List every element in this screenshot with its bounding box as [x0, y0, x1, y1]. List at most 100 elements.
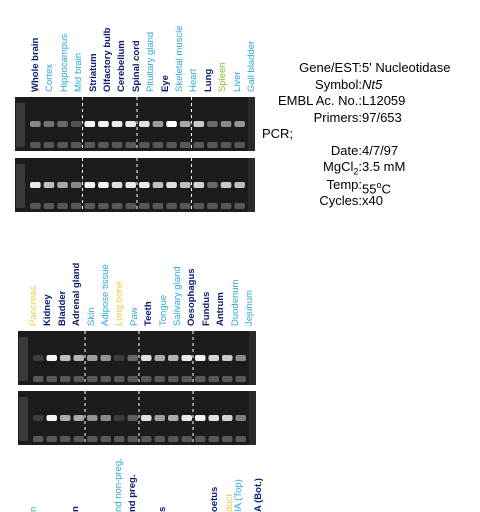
panel1-bottom-band [139, 182, 150, 188]
panel2-bottom-band [235, 415, 246, 421]
panel1-bottom-primer-band [179, 203, 191, 209]
panel2-bottom-primer-band [127, 436, 138, 442]
panel2-bottom-primer-band [181, 436, 192, 442]
mgcl-key-sub: 2 [353, 166, 359, 177]
panel2-bottom-band [33, 415, 44, 421]
panel1-gel-top [15, 97, 255, 151]
panel1-bottom-primer-band [139, 203, 150, 209]
panel2-top-primer-band [46, 376, 57, 382]
primers-key: Primers: [313, 110, 362, 125]
mgcl-key-end: : [358, 159, 362, 174]
panel1-bottom-primer-band [70, 203, 82, 209]
mgcl-key-text: MgCl [323, 159, 354, 174]
panel1-top-edge [248, 97, 255, 151]
panel2-bottom-primer-band [141, 436, 152, 442]
panel2-top-band [73, 355, 84, 361]
panel1-bottom-band [84, 182, 96, 188]
panel2-top-primer-band [73, 376, 84, 382]
gene-info: Gene/EST: 5' Nucleotidase Symbol: Nt5 EM… [262, 60, 450, 208]
panel2-top-band [235, 355, 246, 361]
panel2-top-primer-band [154, 376, 165, 382]
panel2-top-band [141, 355, 152, 361]
panel2-top-primer-band [33, 376, 44, 382]
panel3-lane-label: n [70, 506, 81, 512]
panel1-bottom-band [234, 182, 245, 188]
panel1-top-primer-band [207, 142, 218, 148]
panel2-bottom-band [168, 415, 179, 421]
panel2-bottom-primer-band [114, 436, 125, 442]
panel2-bottom-band [114, 415, 125, 421]
panel1-bottom-primer-band [125, 203, 136, 209]
panel2-bottom-primer-band [60, 436, 71, 442]
panel1-top-band [193, 121, 205, 127]
panel1-bottom-band [125, 182, 136, 188]
temp-value-sup: o [376, 180, 382, 190]
date-value: 4/7/97 [362, 143, 399, 158]
panel1-bottom-primer-band [98, 203, 109, 209]
panel2-top-primer-band [168, 376, 179, 382]
panel2-top-primer-band [195, 376, 206, 382]
panel1-bottom-primer-band [43, 203, 55, 209]
panel1-top-band [125, 121, 136, 127]
panel1-bottom-primer-band [193, 203, 205, 209]
panel1-top-band [139, 121, 150, 127]
panel1-bottom-primer-band [220, 203, 232, 209]
panel2-bottom-primer-band [73, 436, 84, 442]
panel1-bottom-primer-band [152, 203, 164, 209]
temp-value: 55oC [362, 177, 391, 197]
panel3-lane-label: oetus [209, 486, 220, 512]
panel1-bottom-band [152, 182, 164, 188]
panel2-top-primer-band [127, 376, 138, 382]
panel2-bottom-primer-band [46, 436, 57, 442]
panel1-top-band [152, 121, 164, 127]
panel2-top-edge [249, 331, 256, 385]
panel2-top-primer-band [222, 376, 233, 382]
panel1-bottom-primer-band [166, 203, 177, 209]
panel1-bottom-band [30, 182, 41, 188]
panel1-top-primer-band [179, 142, 191, 148]
panel2-top-primer-band [60, 376, 71, 382]
panel2-top-band [100, 355, 111, 361]
panel1-top-band [207, 121, 218, 127]
cycles-value: x40 [362, 193, 383, 208]
panel2-top-primer-band [100, 376, 111, 382]
panel2-top-band [87, 355, 98, 361]
panel2-top-band [60, 355, 71, 361]
temp-value-num: 55 [362, 181, 377, 197]
panel1-bottom-band [111, 182, 123, 188]
panel1-bottom-band [43, 182, 55, 188]
panel1-bottom-ladder [16, 164, 25, 208]
panel1-bottom-band [179, 182, 191, 188]
panel2-bottom-primer-band [235, 436, 246, 442]
panel1-bottom-band [193, 182, 205, 188]
panel2-top-band [46, 355, 57, 361]
pcr-label: PCR; [262, 126, 294, 141]
mgcl-value: 3.5 mM [362, 159, 406, 174]
panel1-top-primer-band [152, 142, 164, 148]
panel2-bottom-primer-band [100, 436, 111, 442]
panel1-top-band [98, 121, 109, 127]
panel1-top-primer-band [98, 142, 109, 148]
panel3-lane-label: s [157, 506, 168, 512]
panel1-bottom-band [220, 182, 232, 188]
panel2-top-primer-band [235, 376, 246, 382]
panel3-lane-label: A (Bot.) [253, 478, 264, 512]
gene-key: Gene/EST: [299, 60, 362, 75]
panel2-bottom-primer-band [208, 436, 219, 442]
panel2-top-band [181, 355, 192, 361]
panel2-bottom-primer-band [222, 436, 233, 442]
panel2-bottom-band [181, 415, 192, 421]
panel1-top-primer-band [57, 142, 68, 148]
panel1-top-band [70, 121, 82, 127]
panel2-top-primer-band [141, 376, 152, 382]
panel1-bottom-band [70, 182, 82, 188]
panel1-bottom-edge [248, 158, 255, 212]
panel2-bottom-band [127, 415, 138, 421]
panel1-bottom-primer-band [207, 203, 218, 209]
panel2-bottom-ladder [19, 397, 28, 441]
panel2-bottom-band [46, 415, 57, 421]
primers-value: 97/653 [362, 110, 402, 125]
panel3-lane-label: nd preg. [127, 474, 138, 512]
panel2-top-band [168, 355, 179, 361]
panel2-top-primer-band [114, 376, 125, 382]
